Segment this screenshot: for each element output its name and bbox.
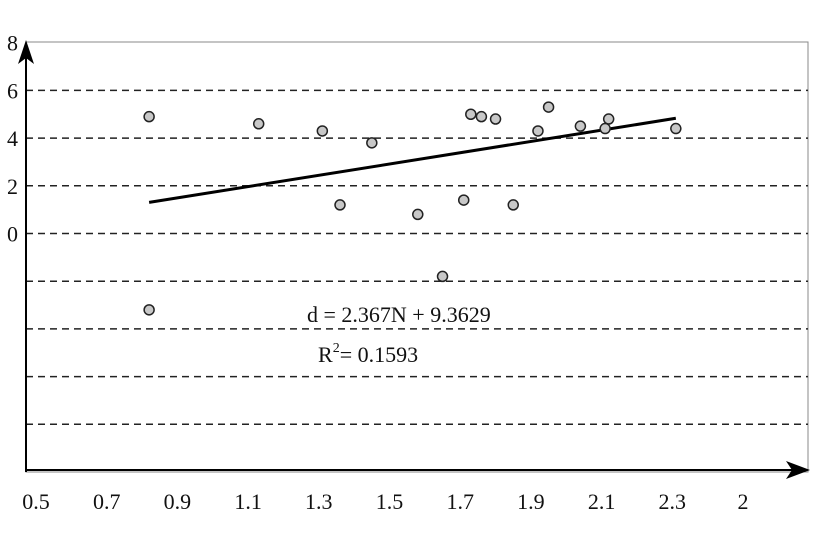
x-tick-label: 1.7 [446, 489, 474, 514]
data-point [599, 122, 611, 135]
r-squared-value: = 0.1593 [340, 342, 418, 367]
data-point [670, 122, 682, 135]
data-point [457, 194, 470, 206]
x-tick-label: 2.3 [659, 489, 687, 514]
data-point [252, 118, 265, 130]
data-point [475, 110, 488, 123]
y-tick-label: 4 [7, 126, 18, 151]
r-squared-symbol: R [318, 342, 333, 367]
trendline [148, 116, 677, 204]
x-tick-label: 2 [738, 489, 749, 514]
gridlines [26, 89, 808, 426]
data-point [436, 270, 449, 283]
y-tick-label: 8 [7, 31, 18, 56]
data-point [334, 199, 346, 211]
data-point [143, 110, 155, 123]
data-point [465, 108, 477, 120]
data-point [366, 137, 378, 149]
data-point [574, 120, 587, 132]
x-tick-labels: 0.5 0.7 0.9 1.1 1.3 1.5 1.7 1.9 2.1 2.3 2 [22, 489, 748, 514]
data-point [532, 125, 544, 137]
y-tick-label: 6 [7, 78, 18, 103]
data-point [412, 208, 424, 221]
x-tick-label: 0.9 [164, 489, 192, 514]
y-tick-labels: 8 6 4 2 0 [7, 31, 18, 247]
data-point [316, 125, 329, 137]
x-tick-label: 0.5 [22, 489, 50, 514]
data-point [489, 113, 502, 125]
r-squared-label: R2= 0.1593 [318, 341, 418, 367]
data-point [143, 304, 155, 316]
axes [18, 40, 810, 479]
y-tick-label: 0 [7, 222, 18, 247]
y-axis-arrow [18, 40, 34, 64]
x-axis-arrow [786, 461, 810, 479]
data-point [507, 199, 519, 211]
x-tick-label: 1.3 [305, 489, 333, 514]
y-tick-label: 2 [7, 174, 18, 199]
data-point [602, 113, 615, 125]
equation-label: d = 2.367N + 9.3629 [307, 302, 491, 327]
x-tick-label: 1.1 [234, 489, 262, 514]
data-point [542, 101, 555, 113]
x-tick-label: 1.9 [517, 489, 545, 514]
x-tick-label: 1.5 [376, 489, 404, 514]
x-tick-label: 0.7 [93, 489, 121, 514]
plot-frame [25, 41, 809, 473]
x-tick-label: 2.1 [588, 489, 616, 514]
r-squared-exponent: 2 [333, 341, 340, 356]
data-points [143, 101, 682, 316]
